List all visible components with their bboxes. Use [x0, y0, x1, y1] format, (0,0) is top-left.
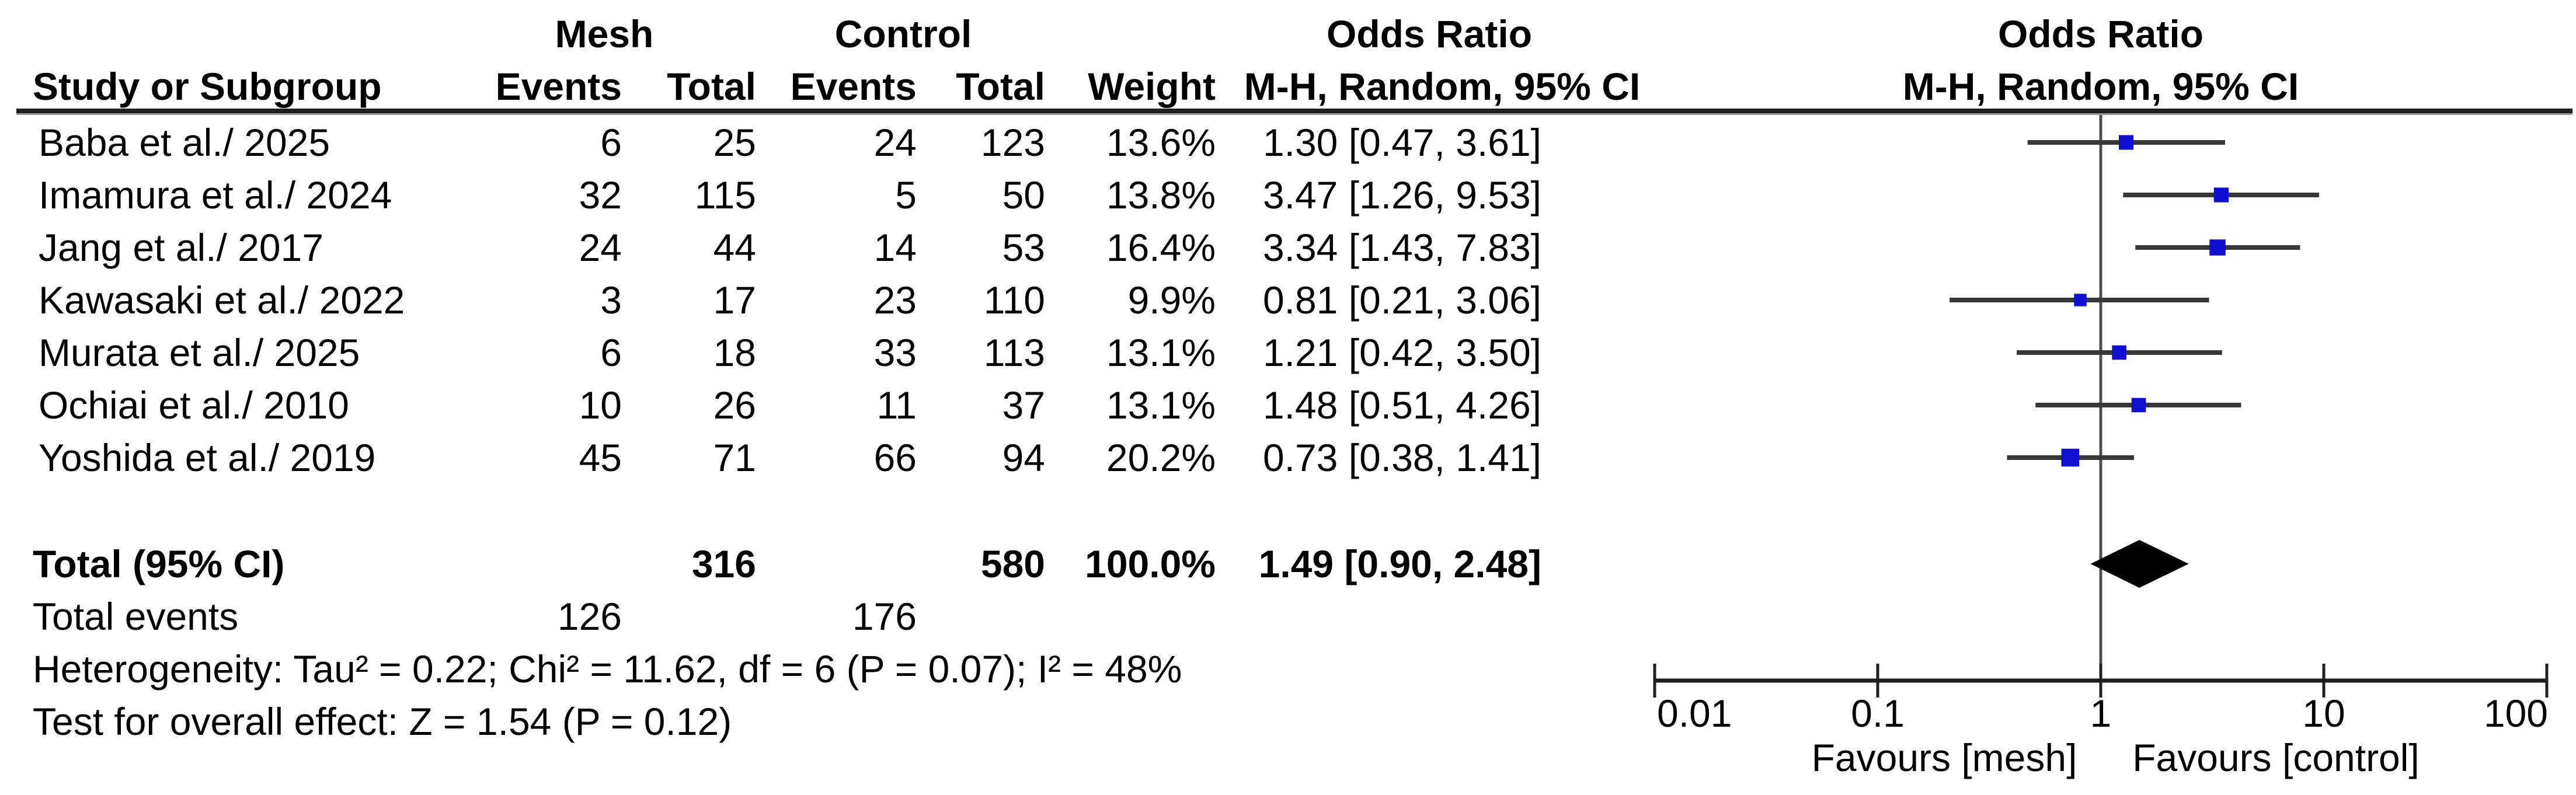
x-axis-tick-label: 0.01: [1657, 692, 1732, 735]
total-or-ci-value: 1.49 [0.90, 2.48]: [1258, 542, 1541, 585]
total-control-total-value: 580: [980, 542, 1045, 585]
mesh-events-value: 6: [600, 121, 622, 164]
weight-value: 13.8%: [1106, 173, 1216, 217]
mesh-total-value: 26: [713, 383, 756, 427]
weight-value: 13.1%: [1106, 331, 1216, 374]
control-events-column-header: Events: [790, 65, 917, 108]
control-events-value: 24: [873, 121, 917, 164]
x-axis-tick: [2322, 664, 2326, 698]
control-total-value: 123: [980, 121, 1045, 164]
point-estimate-square: [2061, 448, 2080, 467]
control-total-column-header: Total: [956, 65, 1045, 108]
or-ci-value: 1.21 [0.42, 3.50]: [1262, 331, 1541, 374]
weight-value: 20.2%: [1106, 436, 1216, 479]
total-events-mesh-value: 126: [557, 595, 622, 638]
study-name: Baba et al./ 2025: [39, 121, 330, 164]
control-total-value: 53: [1002, 226, 1045, 269]
study-name: Yoshida et al./ 2019: [39, 436, 376, 479]
weight-value: 13.1%: [1106, 383, 1216, 427]
mesh-events-value: 24: [579, 226, 622, 269]
total-mesh-total-value: 316: [691, 542, 756, 585]
control-events-value: 5: [895, 173, 917, 217]
control-events-value: 14: [873, 226, 917, 269]
study-name: Murata et al./ 2025: [39, 331, 360, 374]
total-weight-value: 100.0%: [1085, 542, 1216, 585]
x-axis-tick-label: 1: [2090, 692, 2112, 735]
control-total-value: 50: [1002, 173, 1045, 217]
control-total-value: 113: [983, 331, 1045, 374]
mesh-events-value: 32: [579, 173, 622, 217]
mh-ci-column-header-right: M-H, Random, 95% CI: [1902, 65, 2299, 108]
study-name: Kawasaki et al./ 2022: [39, 278, 405, 322]
mesh-total-value: 17: [713, 278, 756, 322]
favours-control-label: Favours [control]: [2132, 736, 2420, 779]
mesh-events-value: 10: [579, 383, 622, 427]
x-axis-tick-label: 0.1: [1851, 692, 1905, 735]
mesh-total-value: 71: [713, 436, 756, 479]
mesh-total-column-header: Total: [667, 65, 756, 108]
point-estimate-square: [2112, 345, 2126, 360]
or-ci-value: 0.81 [0.21, 3.06]: [1262, 278, 1541, 322]
control-events-value: 33: [873, 331, 917, 374]
mesh-group-header: Mesh: [555, 12, 654, 55]
mesh-total-value: 44: [713, 226, 756, 269]
heterogeneity-note: Heterogeneity: Tau² = 0.22; Chi² = 11.62…: [33, 647, 1182, 691]
or-ci-value: 1.30 [0.47, 3.61]: [1262, 121, 1541, 164]
x-axis-tick: [2545, 664, 2549, 698]
header-separator-shadow: [16, 113, 2572, 115]
x-axis-tick: [1876, 664, 1879, 698]
mh-ci-column-header-left: M-H, Random, 95% CI: [1244, 65, 1641, 108]
weight-value: 9.9%: [1127, 278, 1216, 322]
no-effect-line: [2099, 115, 2102, 681]
study-name: Ochiai et al./ 2010: [39, 383, 349, 427]
mesh-total-value: 115: [694, 173, 756, 217]
mesh-events-column-header: Events: [495, 65, 622, 108]
control-events-value: 23: [873, 278, 917, 322]
x-axis-tick: [2099, 664, 2102, 698]
mesh-events-value: 6: [600, 331, 622, 374]
point-estimate-square: [2131, 398, 2146, 413]
or-ci-value: 3.34 [1.43, 7.83]: [1262, 226, 1541, 269]
total-events-control-value: 176: [852, 595, 917, 638]
control-events-value: 11: [876, 383, 917, 427]
x-axis-tick: [1653, 664, 1656, 698]
x-axis-tick-label: 10: [2302, 692, 2345, 735]
point-estimate-square: [2118, 135, 2134, 150]
point-estimate-square: [2074, 294, 2087, 306]
mesh-events-value: 3: [600, 278, 622, 322]
study-name: Imamura et al./ 2024: [39, 173, 392, 217]
control-events-value: 66: [873, 436, 917, 479]
x-axis-tick-label: 100: [2484, 692, 2548, 735]
study-column-header: Study or Subgroup: [33, 65, 382, 108]
total-events-label: Total events: [33, 595, 239, 638]
control-total-value: 37: [1002, 383, 1045, 427]
mesh-total-value: 25: [713, 121, 756, 164]
weight-value: 13.6%: [1106, 121, 1216, 164]
or-ci-value: 0.73 [0.38, 1.41]: [1262, 436, 1541, 479]
odds-ratio-header-left: Odds Ratio: [1326, 12, 1533, 55]
control-group-header: Control: [834, 12, 972, 55]
weight-column-header: Weight: [1088, 65, 1216, 108]
overall-effect-note: Test for overall effect: Z = 1.54 (P = 0…: [33, 700, 732, 743]
point-estimate-square: [2213, 187, 2229, 203]
or-ci-value: 3.47 [1.26, 9.53]: [1262, 173, 1541, 217]
mesh-total-value: 18: [713, 331, 756, 374]
or-ci-value: 1.48 [0.51, 4.26]: [1262, 383, 1541, 427]
control-total-value: 110: [983, 278, 1045, 322]
overall-effect-diamond: [2090, 540, 2189, 588]
weight-value: 16.4%: [1106, 226, 1216, 269]
study-name: Jang et al./ 2017: [39, 226, 324, 269]
odds-ratio-header-right: Odds Ratio: [1997, 12, 2204, 55]
control-total-value: 94: [1002, 436, 1045, 479]
point-estimate-square: [2209, 239, 2226, 256]
total-row-label: Total (95% CI): [33, 542, 285, 585]
mesh-events-value: 45: [579, 436, 622, 479]
favours-mesh-label: Favours [mesh]: [1811, 736, 2077, 779]
header-separator-rule: [16, 109, 2572, 113]
